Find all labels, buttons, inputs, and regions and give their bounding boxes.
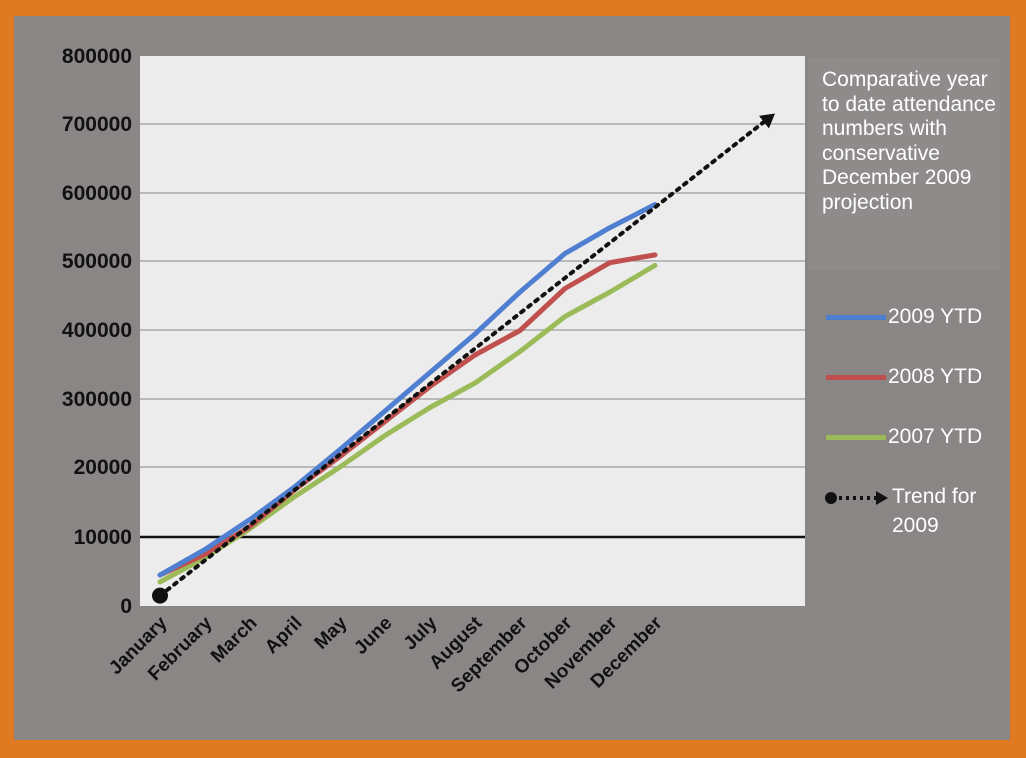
y-tick-label: 800000	[62, 45, 132, 68]
y-tick-label: 10000	[74, 526, 132, 549]
trend-arrowhead	[759, 113, 775, 129]
y-axis-ticks: 800000 700000 600000 500000 400000 300000 2000…	[62, 45, 132, 618]
plot-area	[140, 56, 805, 606]
y-tick-label: 20000	[74, 456, 132, 479]
legend-label: 2009 YTD	[888, 305, 983, 328]
gridlines	[140, 123, 805, 539]
y-tick-label: 500000	[62, 250, 132, 273]
y-tick-label: 600000	[62, 182, 132, 205]
x-tick-label: April	[261, 613, 306, 658]
trend-line-dots	[158, 117, 769, 598]
legend-item-2009-ytd: 2009 YTD	[826, 304, 982, 330]
series-line-2009-ytd	[157, 202, 658, 578]
trend-legend-swatch	[825, 491, 888, 505]
legend-swatch	[826, 374, 886, 380]
legend-item-2008-ytd: 2008 YTD	[826, 364, 982, 390]
series-lines	[157, 202, 658, 585]
legend-label: 2007 YTD	[888, 425, 983, 448]
legend-title-box	[808, 58, 1000, 270]
legend-swatch	[826, 434, 886, 440]
legend-label: 2008 YTD	[888, 365, 983, 388]
chart-title: Comparative year to date attendance numb…	[822, 68, 996, 214]
legend-label-trend-line1: Trend for	[892, 485, 977, 508]
y-tick-label: 400000	[62, 319, 132, 342]
y-tick-label: 700000	[62, 113, 132, 136]
x-tick-label: June	[350, 613, 396, 659]
trend-legend-marker	[825, 492, 837, 504]
legend-swatch	[826, 314, 886, 320]
y-tick-label: 300000	[62, 388, 132, 411]
trend-start-marker	[152, 587, 168, 604]
x-tick-label: March	[207, 613, 261, 667]
trend-line	[152, 113, 775, 604]
legend-item-2007-ytd: 2007 YTD	[826, 424, 982, 450]
trend-legend-arrowhead	[876, 491, 888, 505]
y-tick-label: 0	[120, 595, 132, 618]
legend-label-trend-line2: 2009	[892, 514, 939, 537]
x-tick-label: May	[311, 612, 352, 653]
series-line-2008-ytd	[157, 252, 658, 578]
legend-item-trend: Trend for 2009	[824, 482, 976, 540]
